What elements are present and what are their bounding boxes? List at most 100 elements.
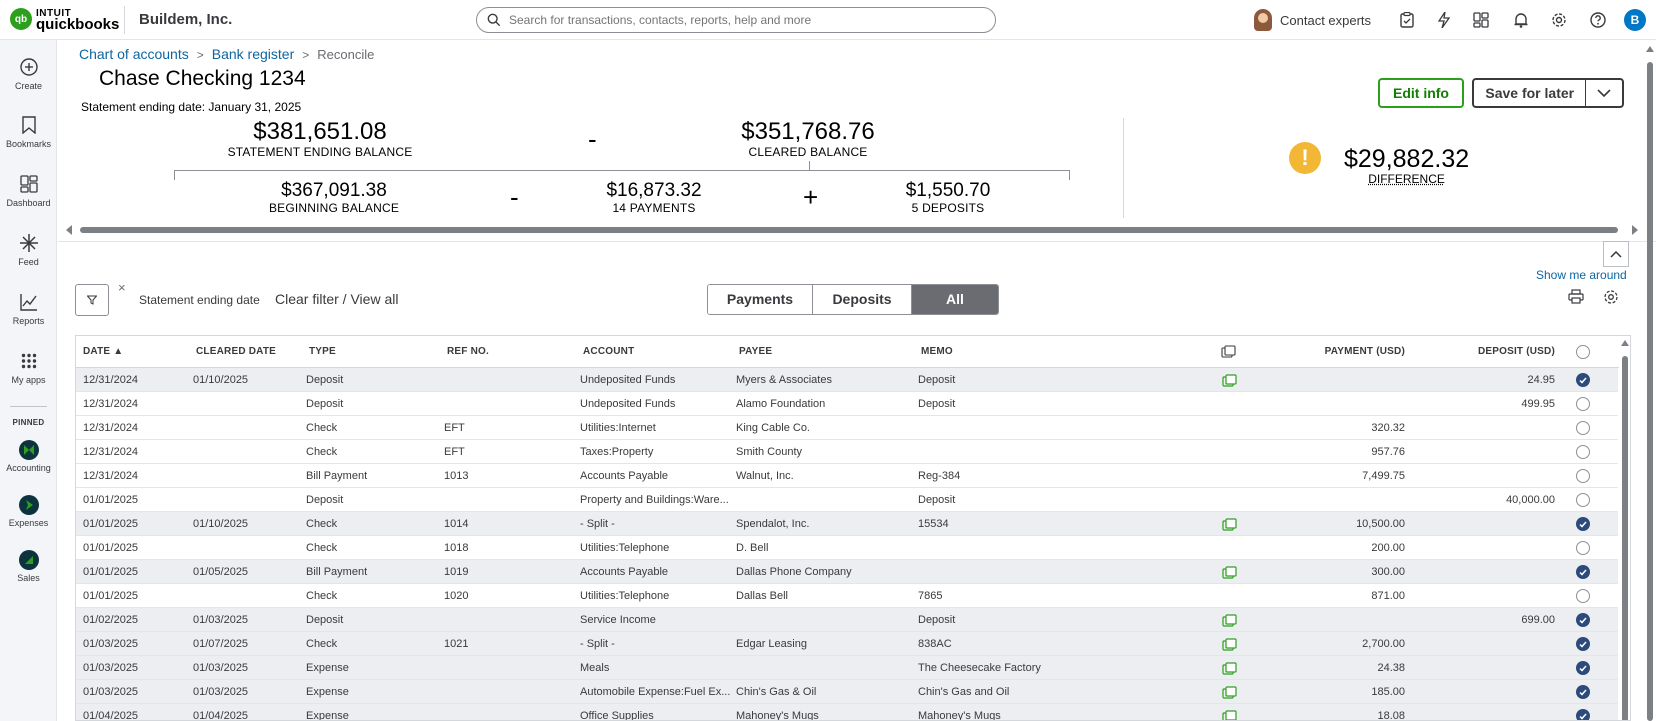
page-vertical-scrollbar[interactable] <box>1646 44 1654 721</box>
table-row[interactable]: 01/02/2025 01/03/2025 Deposit Service Incom… <box>76 608 1618 632</box>
table-row[interactable]: 01/03/2025 01/03/2025 Expense Meals The Chee… <box>76 656 1618 680</box>
attachment-icon[interactable] <box>1222 518 1237 534</box>
remove-filter-close-icon[interactable]: × <box>118 280 126 295</box>
column-header-payment[interactable]: PAYMENT (USD) <box>1324 346 1405 357</box>
table-row[interactable]: 01/03/2025 01/07/2025 Check 1021 - Split - Ed… <box>76 632 1618 656</box>
contact-experts-button[interactable]: Contact experts <box>1254 9 1371 31</box>
select-all-checkbox[interactable] <box>1576 345 1590 359</box>
sidebar-item-reports[interactable]: Reports <box>0 291 57 326</box>
table-scrollbar-thumb[interactable] <box>1622 356 1628 720</box>
cleared-checkbox[interactable] <box>1576 421 1590 435</box>
help-icon[interactable] <box>1589 11 1607 29</box>
difference-caption[interactable]: DIFFERENCE <box>1368 172 1445 186</box>
dashboard-icon <box>18 173 40 195</box>
cleared-checkbox-checked[interactable] <box>1576 637 1590 651</box>
attachment-icon[interactable] <box>1222 686 1237 702</box>
table-row[interactable]: 01/03/2025 01/03/2025 Expense Automobile Ex… <box>76 680 1618 704</box>
column-header-memo[interactable]: MEMO <box>921 346 953 357</box>
edit-info-button[interactable]: Edit info <box>1378 78 1464 108</box>
table-vertical-scrollbar[interactable] <box>1619 336 1630 720</box>
table-row[interactable]: 01/01/2025 01/10/2025 Check 1014 - Split - Sp… <box>76 512 1618 536</box>
attachment-icon[interactable] <box>1222 662 1237 678</box>
cleared-checkbox[interactable] <box>1576 541 1590 555</box>
page-scroll-up-arrow-icon[interactable] <box>1646 46 1654 52</box>
column-header-deposit[interactable]: DEPOSIT (USD) <box>1477 346 1555 357</box>
breadcrumb: Chart of accounts > Bank register > Reconcil… <box>79 46 374 62</box>
table-row[interactable]: 12/31/2024 Bill Payment 1013 Accounts Payab… <box>76 464 1618 488</box>
table-row[interactable]: 01/01/2025 01/05/2025 Bill Payment 1019 Acco… <box>76 560 1618 584</box>
lightning-icon[interactable] <box>1435 11 1453 29</box>
column-header-payee[interactable]: PAYEE <box>739 346 773 357</box>
attachment-icon[interactable] <box>1222 638 1237 654</box>
table-row[interactable]: 01/01/2025 Check 1020 Utilities:Telephone Da… <box>76 584 1618 608</box>
breadcrumb-chart-of-accounts[interactable]: Chart of accounts <box>79 46 189 62</box>
scroll-up-arrow-icon[interactable] <box>1621 340 1629 346</box>
sidebar-item-feed[interactable]: Feed <box>0 232 57 267</box>
cleared-checkbox-checked[interactable] <box>1576 709 1590 720</box>
attachment-icon[interactable] <box>1222 614 1237 630</box>
cleared-checkbox-checked[interactable] <box>1576 613 1590 627</box>
scrollbar-thumb[interactable] <box>80 227 1618 233</box>
column-header-cleared-date[interactable]: CLEARED DATE <box>196 346 276 357</box>
horizontal-scrollbar[interactable] <box>62 224 1642 236</box>
table-settings-gear-icon[interactable] <box>1603 289 1619 310</box>
sidebar-item-my-apps[interactable]: My apps <box>0 350 57 385</box>
page-scrollbar-thumb[interactable] <box>1647 62 1653 721</box>
sidebar-item-create[interactable]: Create <box>0 56 57 91</box>
sidebar-item-sales[interactable]: Sales <box>0 550 57 583</box>
cell-type: Check <box>306 590 338 602</box>
table-row[interactable]: 12/31/2024 Deposit Undeposited Funds Alamo … <box>76 392 1618 416</box>
sidebar-item-dashboard[interactable]: Dashboard <box>0 173 57 208</box>
search-bar[interactable] <box>476 7 996 33</box>
column-header-type[interactable]: TYPE <box>309 346 336 357</box>
cleared-checkbox[interactable] <box>1576 445 1590 459</box>
table-row[interactable]: 12/31/2024 Check EFT Utilities:Internet King… <box>76 416 1618 440</box>
attachment-icon[interactable] <box>1222 374 1237 390</box>
sidebar-item-bookmarks[interactable]: Bookmarks <box>0 114 57 149</box>
cleared-checkbox[interactable] <box>1576 493 1590 507</box>
attachment-icon[interactable] <box>1222 710 1237 720</box>
bell-icon[interactable] <box>1512 11 1530 29</box>
cleared-checkbox-checked[interactable] <box>1576 565 1590 579</box>
breadcrumb-bank-register[interactable]: Bank register <box>211 46 295 62</box>
apps-switch-icon[interactable] <box>1472 11 1490 29</box>
search-input[interactable] <box>509 13 989 27</box>
column-header-account[interactable]: ACCOUNT <box>583 346 635 357</box>
cell-account: Undeposited Funds <box>580 398 676 410</box>
collapse-summary-button[interactable] <box>1603 241 1629 267</box>
cleared-checkbox-checked[interactable] <box>1576 373 1590 387</box>
checkmark-icon <box>1579 377 1587 384</box>
clear-filter-link[interactable]: Clear filter / View all <box>275 291 399 307</box>
user-avatar[interactable]: B <box>1624 9 1646 31</box>
scroll-right-arrow-icon[interactable] <box>1632 225 1638 235</box>
cleared-checkbox[interactable] <box>1576 397 1590 411</box>
save-for-later-button[interactable]: Save for later <box>1474 80 1587 106</box>
save-options-dropdown[interactable] <box>1586 89 1622 97</box>
print-icon[interactable] <box>1568 289 1584 309</box>
filter-button[interactable] <box>75 284 109 316</box>
table-row[interactable]: 12/31/2024 01/10/2025 Deposit Undeposited F… <box>76 368 1618 392</box>
clipboard-icon[interactable] <box>1398 11 1416 29</box>
tab-deposits[interactable]: Deposits <box>813 285 912 314</box>
sidebar-item-expenses[interactable]: Expenses <box>0 495 57 528</box>
show-me-around-link[interactable]: Show me around <box>1536 268 1627 282</box>
column-header-date[interactable]: DATE ▲ <box>83 346 124 357</box>
attachment-icon[interactable] <box>1222 566 1237 582</box>
table-row[interactable]: 01/04/2025 01/04/2025 Expense Office Suppli… <box>76 704 1618 720</box>
column-header-ref-no[interactable]: REF NO. <box>447 346 489 357</box>
cleared-checkbox-checked[interactable] <box>1576 685 1590 699</box>
tab-all[interactable]: All <box>912 285 998 314</box>
cleared-checkbox[interactable] <box>1576 469 1590 483</box>
cleared-checkbox-checked[interactable] <box>1576 517 1590 531</box>
table-row[interactable]: 01/01/2025 Deposit Property and Buildings:… <box>76 488 1618 512</box>
table-row[interactable]: 01/01/2025 Check 1018 Utilities:Telephone D.… <box>76 536 1618 560</box>
scroll-left-arrow-icon[interactable] <box>66 225 72 235</box>
tab-payments[interactable]: Payments <box>708 285 813 314</box>
quickbooks-logo[interactable]: qb INTUIT quickbooks <box>10 8 119 32</box>
table-row[interactable]: 12/31/2024 Check EFT Taxes:Property Smith Co… <box>76 440 1618 464</box>
settings-gear-icon[interactable] <box>1550 11 1568 29</box>
cleared-checkbox-checked[interactable] <box>1576 661 1590 675</box>
sidebar-item-accounting[interactable]: Accounting <box>0 440 57 473</box>
company-name[interactable]: Buildem, Inc. <box>139 11 233 28</box>
cleared-checkbox[interactable] <box>1576 589 1590 603</box>
